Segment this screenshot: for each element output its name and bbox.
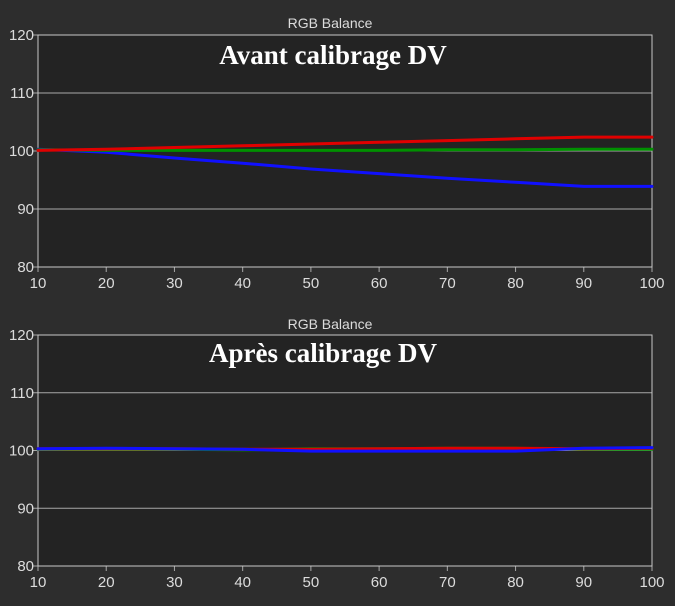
x-tick-label: 80 bbox=[507, 275, 524, 292]
chart-after: RGB Balance 80 90 100 110 120 10 20 30 40 50 60 70 8… bbox=[9, 316, 665, 591]
y-tick-label: 90 bbox=[17, 201, 34, 218]
x-tick-label: 50 bbox=[303, 574, 320, 591]
series-line-3 bbox=[36, 446, 654, 453]
x-tick-label: 100 bbox=[639, 574, 664, 591]
y-tick-label: 80 bbox=[17, 558, 34, 575]
x-tick-label: 40 bbox=[234, 574, 251, 591]
series-line-2 bbox=[36, 147, 654, 152]
x-tick-label: 10 bbox=[30, 574, 47, 591]
x-tick-label: 100 bbox=[639, 275, 664, 292]
y-tick-label: 110 bbox=[10, 85, 34, 102]
y-tick-label: 110 bbox=[10, 385, 34, 402]
y-tick-label: 90 bbox=[17, 500, 34, 517]
x-tick-label: 30 bbox=[166, 574, 183, 591]
y-tick-label: 120 bbox=[9, 27, 34, 44]
x-tick-label: 10 bbox=[30, 275, 47, 292]
x-tick-label: 70 bbox=[439, 574, 456, 591]
x-tick-label: 30 bbox=[166, 275, 183, 292]
x-tick-label: 60 bbox=[371, 574, 388, 591]
chart-title: RGB Balance bbox=[288, 15, 373, 31]
chart-annotation: Après calibrage DV bbox=[209, 338, 437, 368]
x-tick-label: 90 bbox=[575, 275, 592, 292]
x-tick-label: 20 bbox=[98, 275, 115, 292]
x-tick-label: 70 bbox=[439, 275, 456, 292]
chart-title: RGB Balance bbox=[288, 316, 373, 332]
y-tick-label: 100 bbox=[9, 143, 34, 160]
x-tick-label: 80 bbox=[507, 574, 524, 591]
series-line-3 bbox=[36, 135, 654, 152]
x-tick-label: 50 bbox=[303, 275, 320, 292]
y-tick-label: 120 bbox=[9, 327, 34, 344]
y-tick-label: 100 bbox=[9, 443, 34, 460]
y-tick-label: 80 bbox=[17, 259, 34, 276]
x-tick-label: 40 bbox=[234, 275, 251, 292]
chart-annotation: Avant calibrage DV bbox=[219, 40, 447, 70]
x-tick-label: 60 bbox=[371, 275, 388, 292]
x-tick-label: 20 bbox=[98, 574, 115, 591]
x-tick-label: 90 bbox=[575, 574, 592, 591]
chart-before: RGB Balance 80 90 100 110 120 10 20 30 40 50 60 70 8… bbox=[9, 15, 665, 292]
series-line-1 bbox=[36, 147, 654, 188]
